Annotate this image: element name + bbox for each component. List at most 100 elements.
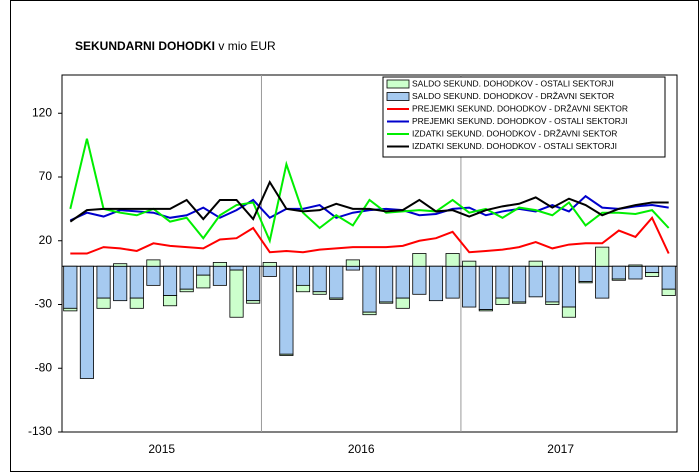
line bbox=[69, 138, 670, 244]
bar bbox=[96, 297, 111, 309]
bar bbox=[462, 265, 477, 308]
bar bbox=[661, 288, 676, 296]
y-tick-label: -130 bbox=[28, 424, 52, 438]
bar bbox=[96, 265, 111, 299]
title: SEKUNDARNI DOHODKI bbox=[75, 39, 215, 53]
bar bbox=[179, 288, 194, 293]
bar bbox=[262, 265, 277, 277]
bar bbox=[345, 259, 360, 267]
bar bbox=[545, 265, 560, 303]
bar bbox=[279, 265, 294, 355]
bar bbox=[545, 301, 560, 305]
legend-swatch bbox=[386, 92, 410, 101]
bar bbox=[661, 265, 676, 290]
x-tick-label: 2017 bbox=[547, 442, 574, 456]
bar bbox=[229, 269, 244, 318]
bar bbox=[312, 291, 327, 295]
bar bbox=[146, 259, 161, 267]
bar bbox=[495, 265, 510, 299]
bar bbox=[146, 265, 161, 286]
bar bbox=[262, 262, 277, 267]
bar bbox=[113, 263, 128, 267]
bar bbox=[79, 265, 94, 379]
legend-label: SALDO SEKUND. DOHODKOV - OSTALI SEKTORJI bbox=[412, 78, 614, 88]
bar bbox=[179, 265, 194, 290]
y-tick-label: 120 bbox=[32, 105, 52, 119]
y-tick-label: -30 bbox=[35, 297, 53, 311]
plot-area bbox=[61, 74, 678, 433]
bar bbox=[628, 265, 643, 280]
legend-label: PREJEMKI SEKUND. DOHODKOV - DRŽAVNI SEKT… bbox=[412, 103, 628, 113]
bar bbox=[246, 265, 261, 302]
x-tick-label: 2016 bbox=[348, 442, 375, 456]
bar bbox=[611, 278, 626, 281]
bar bbox=[512, 301, 527, 304]
bar bbox=[329, 265, 344, 299]
bar bbox=[212, 265, 227, 286]
bar bbox=[162, 265, 178, 296]
bar bbox=[212, 262, 227, 267]
bar bbox=[611, 265, 626, 280]
bar bbox=[312, 265, 327, 293]
chart-title: SEKUNDARNI DOHODKI v mio EUR bbox=[75, 39, 276, 53]
legend-label: IZDATKI SEKUND. DOHODKOV - DRŽAVNI SEKTO… bbox=[412, 128, 617, 138]
line bbox=[69, 179, 669, 223]
bar bbox=[362, 311, 377, 316]
bar bbox=[645, 272, 660, 277]
bar bbox=[578, 265, 593, 282]
bar bbox=[412, 253, 427, 267]
bar bbox=[129, 265, 144, 299]
bar bbox=[113, 265, 128, 302]
bar bbox=[595, 246, 610, 267]
bar bbox=[395, 297, 410, 309]
bar bbox=[63, 307, 78, 312]
y-tick-label: -80 bbox=[35, 360, 53, 374]
bar bbox=[578, 281, 593, 284]
bar bbox=[345, 265, 360, 271]
bar bbox=[512, 265, 527, 303]
bar bbox=[412, 265, 427, 295]
legend-label: IZDATKI SEKUND. DOHODKOV - OSTALI SEKTOR… bbox=[412, 141, 617, 151]
bar bbox=[595, 265, 610, 299]
bar bbox=[379, 265, 394, 303]
bar bbox=[528, 260, 543, 267]
legend-label: PREJEMKI SEKUND. DOHODKOV - OSTALI SEKTO… bbox=[412, 116, 628, 126]
legend-label: SALDO SEKUND. DOHODKOV - DRŽAVNI SEKTOR bbox=[412, 91, 614, 101]
bar bbox=[229, 265, 244, 271]
bar bbox=[279, 353, 294, 356]
bar bbox=[329, 297, 344, 300]
bar bbox=[528, 265, 543, 298]
y-tick-label: 70 bbox=[39, 169, 53, 183]
bar bbox=[379, 301, 394, 304]
bar bbox=[445, 253, 460, 267]
bar bbox=[63, 265, 78, 309]
bar bbox=[196, 265, 211, 276]
bar bbox=[645, 265, 660, 274]
bar bbox=[462, 260, 477, 267]
bar bbox=[295, 265, 311, 286]
line bbox=[69, 194, 669, 222]
legend-swatch bbox=[386, 79, 410, 89]
line bbox=[70, 215, 670, 255]
bar bbox=[495, 297, 510, 305]
bar bbox=[445, 265, 460, 299]
legend-box bbox=[382, 76, 666, 158]
bar bbox=[478, 309, 493, 312]
bar bbox=[362, 265, 377, 313]
bar bbox=[129, 297, 144, 309]
bar bbox=[561, 265, 577, 308]
bar bbox=[162, 295, 178, 307]
x-tick-label: 2015 bbox=[148, 442, 175, 456]
bar bbox=[246, 300, 261, 304]
bar bbox=[478, 265, 493, 310]
bar bbox=[295, 284, 311, 293]
bar bbox=[395, 265, 410, 299]
bar bbox=[428, 265, 444, 302]
bar bbox=[196, 274, 211, 289]
y-tick-label: 20 bbox=[39, 233, 53, 247]
frame bbox=[10, 0, 699, 472]
subtitle: v mio EUR bbox=[218, 39, 276, 53]
bar bbox=[628, 264, 643, 267]
bar bbox=[561, 306, 577, 318]
